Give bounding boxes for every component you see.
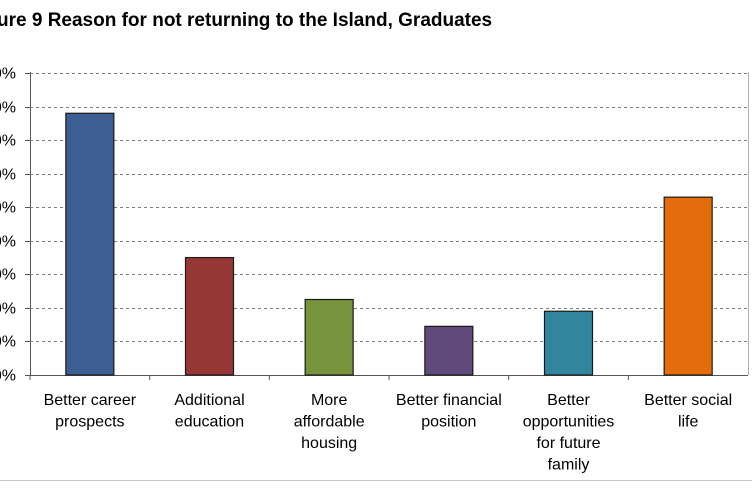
bar [543,310,594,376]
y-tick-label: 0% [0,334,16,351]
y-tick-label: 0% [0,301,16,318]
y-tick-label: 0% [0,100,16,117]
x-category-label: affordable [294,414,365,431]
x-category-label: life [678,414,699,431]
x-category-label: More [311,392,348,409]
bar [65,112,115,376]
y-axis-line [30,72,31,375]
x-category-label: family [548,457,590,474]
y-tick-label: 0% [0,200,16,217]
x-category-label: Better financial [396,392,502,409]
x-category-label: for future [536,435,600,452]
x-category-label: Better social [644,392,732,409]
x-category-label: housing [301,435,357,452]
x-category-label: Better career [44,392,137,409]
plot-frame-right [748,72,749,375]
x-category-label: Additional [174,392,244,409]
x-category-label: prospects [55,414,124,431]
x-category-label: education [175,414,244,431]
chart-bottom-border [0,480,752,481]
y-tick-label: 0% [0,66,16,83]
x-category-label: Better [547,392,590,409]
y-tick-label: 0% [0,368,16,385]
bar [424,325,474,376]
x-category-label: position [421,414,476,431]
bar [304,298,354,376]
y-tick-label: 0% [0,133,16,150]
y-tick-label: 0% [0,167,16,184]
chart-title: ure 9 Reason for not returning to the Is… [0,10,493,31]
bar [663,196,713,376]
y-tick-label: 0% [0,234,16,251]
x-category-label: opportunities [523,414,615,431]
bar [184,256,235,376]
y-tick-label: 0% [0,267,16,284]
